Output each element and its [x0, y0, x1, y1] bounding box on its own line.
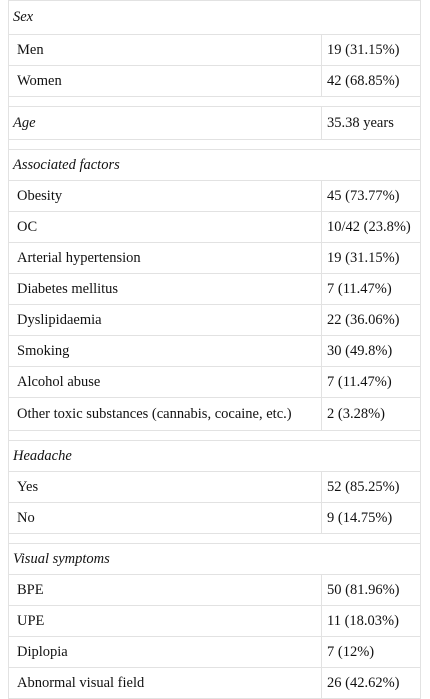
row-label: Obesity [8, 180, 322, 212]
row-value: 11 (18.03%) [321, 605, 421, 637]
row-value: 9 (14.75%) [321, 502, 421, 534]
table-row: UPE 11 (18.03%) [8, 605, 421, 637]
table-row: Men 19 (31.15%) [8, 34, 421, 66]
table-row: Other toxic substances (cannabis, cocain… [8, 397, 421, 431]
patient-characteristics-table: Sex Men 19 (31.15%) Women 42 (68.85%) Ag… [8, 0, 421, 699]
table-row: Yes 52 (85.25%) [8, 471, 421, 503]
table-row: Arterial hypertension 19 (31.15%) [8, 242, 421, 274]
section-header-row: Sex [8, 0, 421, 35]
spacer-cell [8, 533, 421, 544]
age-label: Age [8, 106, 322, 140]
age-value: 35.38 years [321, 106, 421, 140]
section-title-sex: Sex [8, 0, 421, 35]
row-label: Arterial hypertension [8, 242, 322, 274]
row-label: Men [8, 34, 322, 66]
table-row: Women 42 (68.85%) [8, 65, 421, 97]
spacer-row [8, 96, 421, 107]
spacer-cell [8, 430, 421, 441]
row-value: 22 (36.06%) [321, 304, 421, 336]
table-row: Smoking 30 (49.8%) [8, 335, 421, 367]
spacer-row [8, 533, 421, 544]
table-row: Obesity 45 (73.77%) [8, 180, 421, 212]
table-row: No 9 (14.75%) [8, 502, 421, 534]
row-label: No [8, 502, 322, 534]
row-value: 7 (11.47%) [321, 273, 421, 305]
table-row: BPE 50 (81.96%) [8, 574, 421, 606]
row-value: 7 (11.47%) [321, 366, 421, 398]
spacer-cell [8, 96, 421, 107]
row-value: 19 (31.15%) [321, 242, 421, 274]
table-row: Dyslipidaemia 22 (36.06%) [8, 304, 421, 336]
row-value: 42 (68.85%) [321, 65, 421, 97]
row-label: Other toxic substances (cannabis, cocain… [8, 397, 322, 431]
row-label: UPE [8, 605, 322, 637]
row-value: 2 (3.28%) [321, 397, 421, 431]
section-title-headache: Headache [8, 440, 421, 472]
table-row: Abnormal visual field 26 (42.62%) [8, 667, 421, 699]
section-header-row: Headache [8, 440, 421, 472]
row-value: 7 (12%) [321, 636, 421, 668]
table-row: Diplopia 7 (12%) [8, 636, 421, 668]
row-label: Diabetes mellitus [8, 273, 322, 305]
row-value: 45 (73.77%) [321, 180, 421, 212]
row-value: 50 (81.96%) [321, 574, 421, 606]
row-value: 26 (42.62%) [321, 667, 421, 699]
row-label: Yes [8, 471, 322, 503]
row-label: OC [8, 211, 322, 243]
table-row: Alcohol abuse 7 (11.47%) [8, 366, 421, 398]
table-row: OC 10/42 (23.8%) [8, 211, 421, 243]
row-label: Women [8, 65, 322, 97]
row-label: Dyslipidaemia [8, 304, 322, 336]
section-header-row: Associated factors [8, 149, 421, 181]
spacer-row [8, 139, 421, 150]
row-value: 19 (31.15%) [321, 34, 421, 66]
section-title-associated-factors: Associated factors [8, 149, 421, 181]
row-label: Abnormal visual field [8, 667, 322, 699]
row-label: Diplopia [8, 636, 322, 668]
section-title-visual-symptoms: Visual symptoms [8, 543, 421, 575]
spacer-row [8, 430, 421, 441]
table-row: Diabetes mellitus 7 (11.47%) [8, 273, 421, 305]
spacer-cell [8, 139, 421, 150]
row-label: Smoking [8, 335, 322, 367]
section-header-row: Visual symptoms [8, 543, 421, 575]
table-row-age: Age 35.38 years [8, 106, 421, 140]
row-value: 30 (49.8%) [321, 335, 421, 367]
row-value: 10/42 (23.8%) [321, 211, 421, 243]
row-label: BPE [8, 574, 322, 606]
row-value: 52 (85.25%) [321, 471, 421, 503]
row-label: Alcohol abuse [8, 366, 322, 398]
